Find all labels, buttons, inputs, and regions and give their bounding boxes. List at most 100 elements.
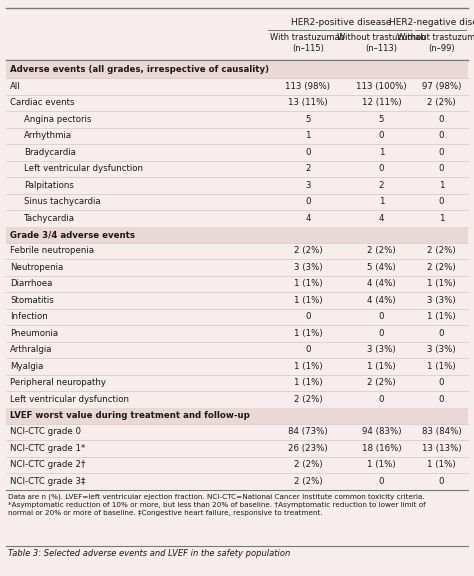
Text: 13 (11%): 13 (11%) — [288, 98, 328, 107]
Text: NCI-CTC grade 3‡: NCI-CTC grade 3‡ — [10, 477, 85, 486]
Text: 0: 0 — [305, 345, 311, 354]
Text: 2: 2 — [379, 181, 384, 190]
Text: 3 (3%): 3 (3%) — [427, 295, 456, 305]
Text: 3 (3%): 3 (3%) — [367, 345, 396, 354]
Text: 4: 4 — [379, 214, 384, 223]
Text: Febrile neutropenia: Febrile neutropenia — [10, 247, 94, 255]
Text: Neutropenia: Neutropenia — [10, 263, 63, 272]
Text: Arrhythmia: Arrhythmia — [24, 131, 72, 140]
Text: 0: 0 — [439, 329, 444, 338]
Text: 0: 0 — [379, 395, 384, 404]
Text: 2 (2%): 2 (2%) — [367, 247, 396, 255]
Text: 18 (16%): 18 (16%) — [362, 444, 401, 453]
Text: 0: 0 — [379, 329, 384, 338]
Text: 1 (1%): 1 (1%) — [294, 279, 322, 288]
Text: 0: 0 — [439, 148, 444, 157]
Text: All: All — [10, 82, 21, 91]
Text: Left ventricular dysfunction: Left ventricular dysfunction — [10, 395, 129, 404]
Text: NCI-CTC grade 0: NCI-CTC grade 0 — [10, 427, 81, 436]
Text: 2 (2%): 2 (2%) — [294, 395, 322, 404]
Text: 113 (100%): 113 (100%) — [356, 82, 407, 91]
Text: 0: 0 — [439, 378, 444, 387]
Text: 0: 0 — [305, 197, 311, 206]
Text: 3: 3 — [305, 181, 311, 190]
Text: 0: 0 — [439, 395, 444, 404]
Text: Peripheral neuropathy: Peripheral neuropathy — [10, 378, 106, 387]
Text: 1 (1%): 1 (1%) — [294, 378, 322, 387]
Text: 94 (83%): 94 (83%) — [362, 427, 401, 436]
Text: 1: 1 — [379, 148, 384, 157]
Text: 0: 0 — [439, 477, 444, 486]
Text: With trastuzumab
(n–115): With trastuzumab (n–115) — [271, 33, 346, 53]
Text: 1: 1 — [439, 214, 444, 223]
Text: 0: 0 — [439, 131, 444, 140]
Text: 1: 1 — [439, 181, 444, 190]
Text: Grade 3/4 adverse events: Grade 3/4 adverse events — [10, 230, 135, 239]
Text: 113 (98%): 113 (98%) — [285, 82, 330, 91]
Text: Stomatitis: Stomatitis — [10, 295, 54, 305]
Text: Table 3: Selected adverse events and LVEF in the safety population: Table 3: Selected adverse events and LVE… — [8, 548, 290, 558]
Bar — [6, 407, 468, 423]
Text: Bradycardia: Bradycardia — [24, 148, 76, 157]
Text: 0: 0 — [379, 164, 384, 173]
Text: 4: 4 — [305, 214, 311, 223]
Text: 2 (2%): 2 (2%) — [294, 477, 322, 486]
Text: Arthralgia: Arthralgia — [10, 345, 53, 354]
Text: 5 (4%): 5 (4%) — [367, 263, 396, 272]
Text: Sinus tachycardia: Sinus tachycardia — [24, 197, 100, 206]
Text: Angina pectoris: Angina pectoris — [24, 115, 91, 124]
Text: 1 (1%): 1 (1%) — [427, 460, 456, 469]
Text: 2 (2%): 2 (2%) — [427, 263, 456, 272]
Text: 0: 0 — [305, 312, 311, 321]
Text: 1: 1 — [379, 197, 384, 206]
Text: 1 (1%): 1 (1%) — [367, 460, 396, 469]
Text: 5: 5 — [305, 115, 311, 124]
Text: HER2-positive disease: HER2-positive disease — [291, 18, 392, 27]
Text: 2: 2 — [305, 164, 311, 173]
Text: 1 (1%): 1 (1%) — [294, 295, 322, 305]
Text: Cardiac events: Cardiac events — [10, 98, 74, 107]
Text: 84 (73%): 84 (73%) — [288, 427, 328, 436]
Text: 97 (98%): 97 (98%) — [422, 82, 461, 91]
Text: 0: 0 — [439, 197, 444, 206]
Text: 26 (23%): 26 (23%) — [288, 444, 328, 453]
Text: Infection: Infection — [10, 312, 48, 321]
Text: 4 (4%): 4 (4%) — [367, 295, 396, 305]
Text: 12 (11%): 12 (11%) — [362, 98, 401, 107]
Text: 83 (84%): 83 (84%) — [422, 427, 461, 436]
Text: 0: 0 — [439, 164, 444, 173]
Text: Data are n (%). LVEF=left ventricular ejection fraction. NCI-CTC=National Cancer: Data are n (%). LVEF=left ventricular ej… — [8, 494, 426, 516]
Text: HER2-negative disease: HER2-negative disease — [389, 18, 474, 27]
Text: 1 (1%): 1 (1%) — [367, 362, 396, 371]
Text: Tachycardia: Tachycardia — [24, 214, 75, 223]
Text: 1: 1 — [305, 131, 311, 140]
Text: 0: 0 — [439, 115, 444, 124]
Text: 0: 0 — [379, 477, 384, 486]
Text: Diarrhoea: Diarrhoea — [10, 279, 52, 288]
Text: Left ventricular dysfunction: Left ventricular dysfunction — [24, 164, 143, 173]
Text: 2 (2%): 2 (2%) — [367, 378, 396, 387]
Bar — [6, 62, 468, 78]
Text: 0: 0 — [379, 312, 384, 321]
Text: 1 (1%): 1 (1%) — [294, 329, 322, 338]
Text: Adverse events (all grades, irrespective of causality): Adverse events (all grades, irrespective… — [10, 66, 269, 74]
Text: 1 (1%): 1 (1%) — [427, 362, 456, 371]
Text: Without trastuzumab
(n–99): Without trastuzumab (n–99) — [397, 33, 474, 53]
Text: Myalgia: Myalgia — [10, 362, 44, 371]
Text: Pneumonia: Pneumonia — [10, 329, 58, 338]
Text: 1 (1%): 1 (1%) — [427, 279, 456, 288]
Text: 13 (13%): 13 (13%) — [422, 444, 461, 453]
Text: LVEF worst value during treatment and follow-up: LVEF worst value during treatment and fo… — [10, 411, 250, 420]
Text: NCI-CTC grade 1*: NCI-CTC grade 1* — [10, 444, 85, 453]
Text: 3 (3%): 3 (3%) — [294, 263, 322, 272]
Text: 4 (4%): 4 (4%) — [367, 279, 396, 288]
Text: 2 (2%): 2 (2%) — [427, 98, 456, 107]
Text: 2 (2%): 2 (2%) — [294, 460, 322, 469]
Text: 1 (1%): 1 (1%) — [294, 362, 322, 371]
Text: 2 (2%): 2 (2%) — [294, 247, 322, 255]
Text: 5: 5 — [379, 115, 384, 124]
Text: 0: 0 — [305, 148, 311, 157]
Text: 2 (2%): 2 (2%) — [427, 247, 456, 255]
Text: 3 (3%): 3 (3%) — [427, 345, 456, 354]
Text: Without trastuzumab
(n–113): Without trastuzumab (n–113) — [337, 33, 426, 53]
